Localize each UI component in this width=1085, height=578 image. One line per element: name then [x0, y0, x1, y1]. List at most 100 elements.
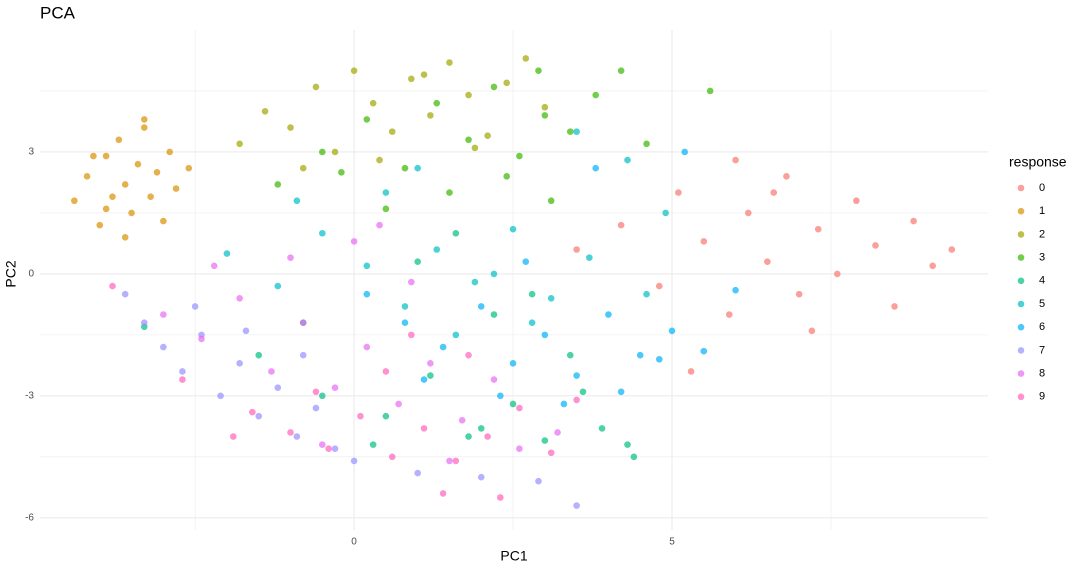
point: [605, 311, 612, 318]
y-axis-label: PC2: [3, 260, 19, 287]
point: [408, 278, 415, 286]
point: [102, 205, 110, 213]
labels: 0 5 -6 -3 0 3 0 1 2 3 4 5 6 7 8 9: [25, 147, 1045, 548]
point: [516, 445, 523, 452]
point: [477, 303, 485, 310]
point: [376, 221, 383, 229]
legend-key: [1017, 254, 1025, 261]
point: [179, 376, 186, 383]
point: [115, 136, 123, 144]
point: [566, 351, 574, 359]
point: [140, 319, 148, 326]
point: [147, 193, 154, 200]
point: [363, 262, 371, 270]
point: [509, 360, 517, 367]
point: [535, 477, 542, 485]
point: [706, 87, 714, 95]
point: [128, 209, 135, 217]
point: [732, 156, 739, 164]
point: [172, 185, 180, 192]
point: [229, 433, 237, 440]
point: [121, 234, 129, 241]
legend-key: [1017, 323, 1025, 331]
point: [910, 217, 917, 225]
point: [198, 335, 205, 343]
point: [102, 152, 110, 160]
point: [471, 144, 479, 152]
point: [433, 99, 441, 107]
point: [401, 164, 409, 172]
point: [140, 124, 148, 131]
point: [83, 173, 91, 180]
point: [490, 376, 498, 383]
point: [452, 457, 460, 465]
point: [261, 108, 269, 115]
point: [369, 441, 377, 448]
point: [617, 388, 625, 396]
point: [185, 164, 193, 172]
point: [554, 429, 561, 436]
points: [71, 55, 956, 509]
point: [299, 164, 307, 172]
point: [535, 67, 542, 74]
legend-key: [1017, 370, 1025, 377]
point: [573, 372, 580, 379]
point: [121, 290, 129, 298]
point: [121, 181, 129, 188]
point: [109, 282, 116, 290]
point: [382, 189, 390, 196]
point: [598, 425, 606, 432]
legend-key: [1017, 231, 1025, 238]
point: [287, 254, 294, 261]
legend-label: 8: [1039, 368, 1045, 380]
point: [427, 360, 434, 367]
point: [452, 331, 460, 339]
point: [687, 368, 695, 375]
point: [541, 331, 549, 339]
point: [274, 282, 282, 290]
point: [509, 400, 517, 408]
grid: [40, 30, 988, 530]
y-tick-label: 3: [28, 147, 34, 158]
point: [408, 75, 415, 83]
point: [350, 457, 358, 465]
point: [236, 360, 243, 367]
legend-key: [1017, 300, 1025, 308]
point: [90, 152, 97, 160]
point: [255, 351, 263, 359]
point: [522, 258, 530, 266]
point: [236, 140, 243, 148]
legend-label: 5: [1039, 298, 1045, 310]
point: [700, 238, 708, 245]
point: [331, 445, 339, 452]
point: [541, 437, 549, 444]
point: [439, 490, 447, 497]
point: [948, 246, 956, 253]
point: [872, 242, 879, 249]
point: [655, 282, 663, 290]
legend-key: [1017, 277, 1025, 285]
point: [395, 400, 402, 408]
point: [433, 246, 441, 253]
point: [681, 148, 689, 156]
point: [573, 502, 580, 509]
legend-label: 3: [1039, 252, 1045, 264]
point: [363, 290, 371, 298]
point: [617, 67, 625, 74]
point: [140, 116, 148, 123]
point: [465, 136, 472, 144]
point: [643, 140, 650, 148]
point: [624, 441, 631, 448]
y-tick-label: 0: [28, 269, 34, 280]
point: [427, 112, 434, 119]
point: [217, 392, 224, 400]
point: [503, 79, 510, 87]
point: [299, 351, 307, 359]
point: [299, 319, 307, 326]
point: [477, 473, 485, 481]
point: [541, 112, 549, 119]
point: [331, 384, 339, 392]
point: [795, 290, 803, 298]
point: [293, 433, 301, 440]
